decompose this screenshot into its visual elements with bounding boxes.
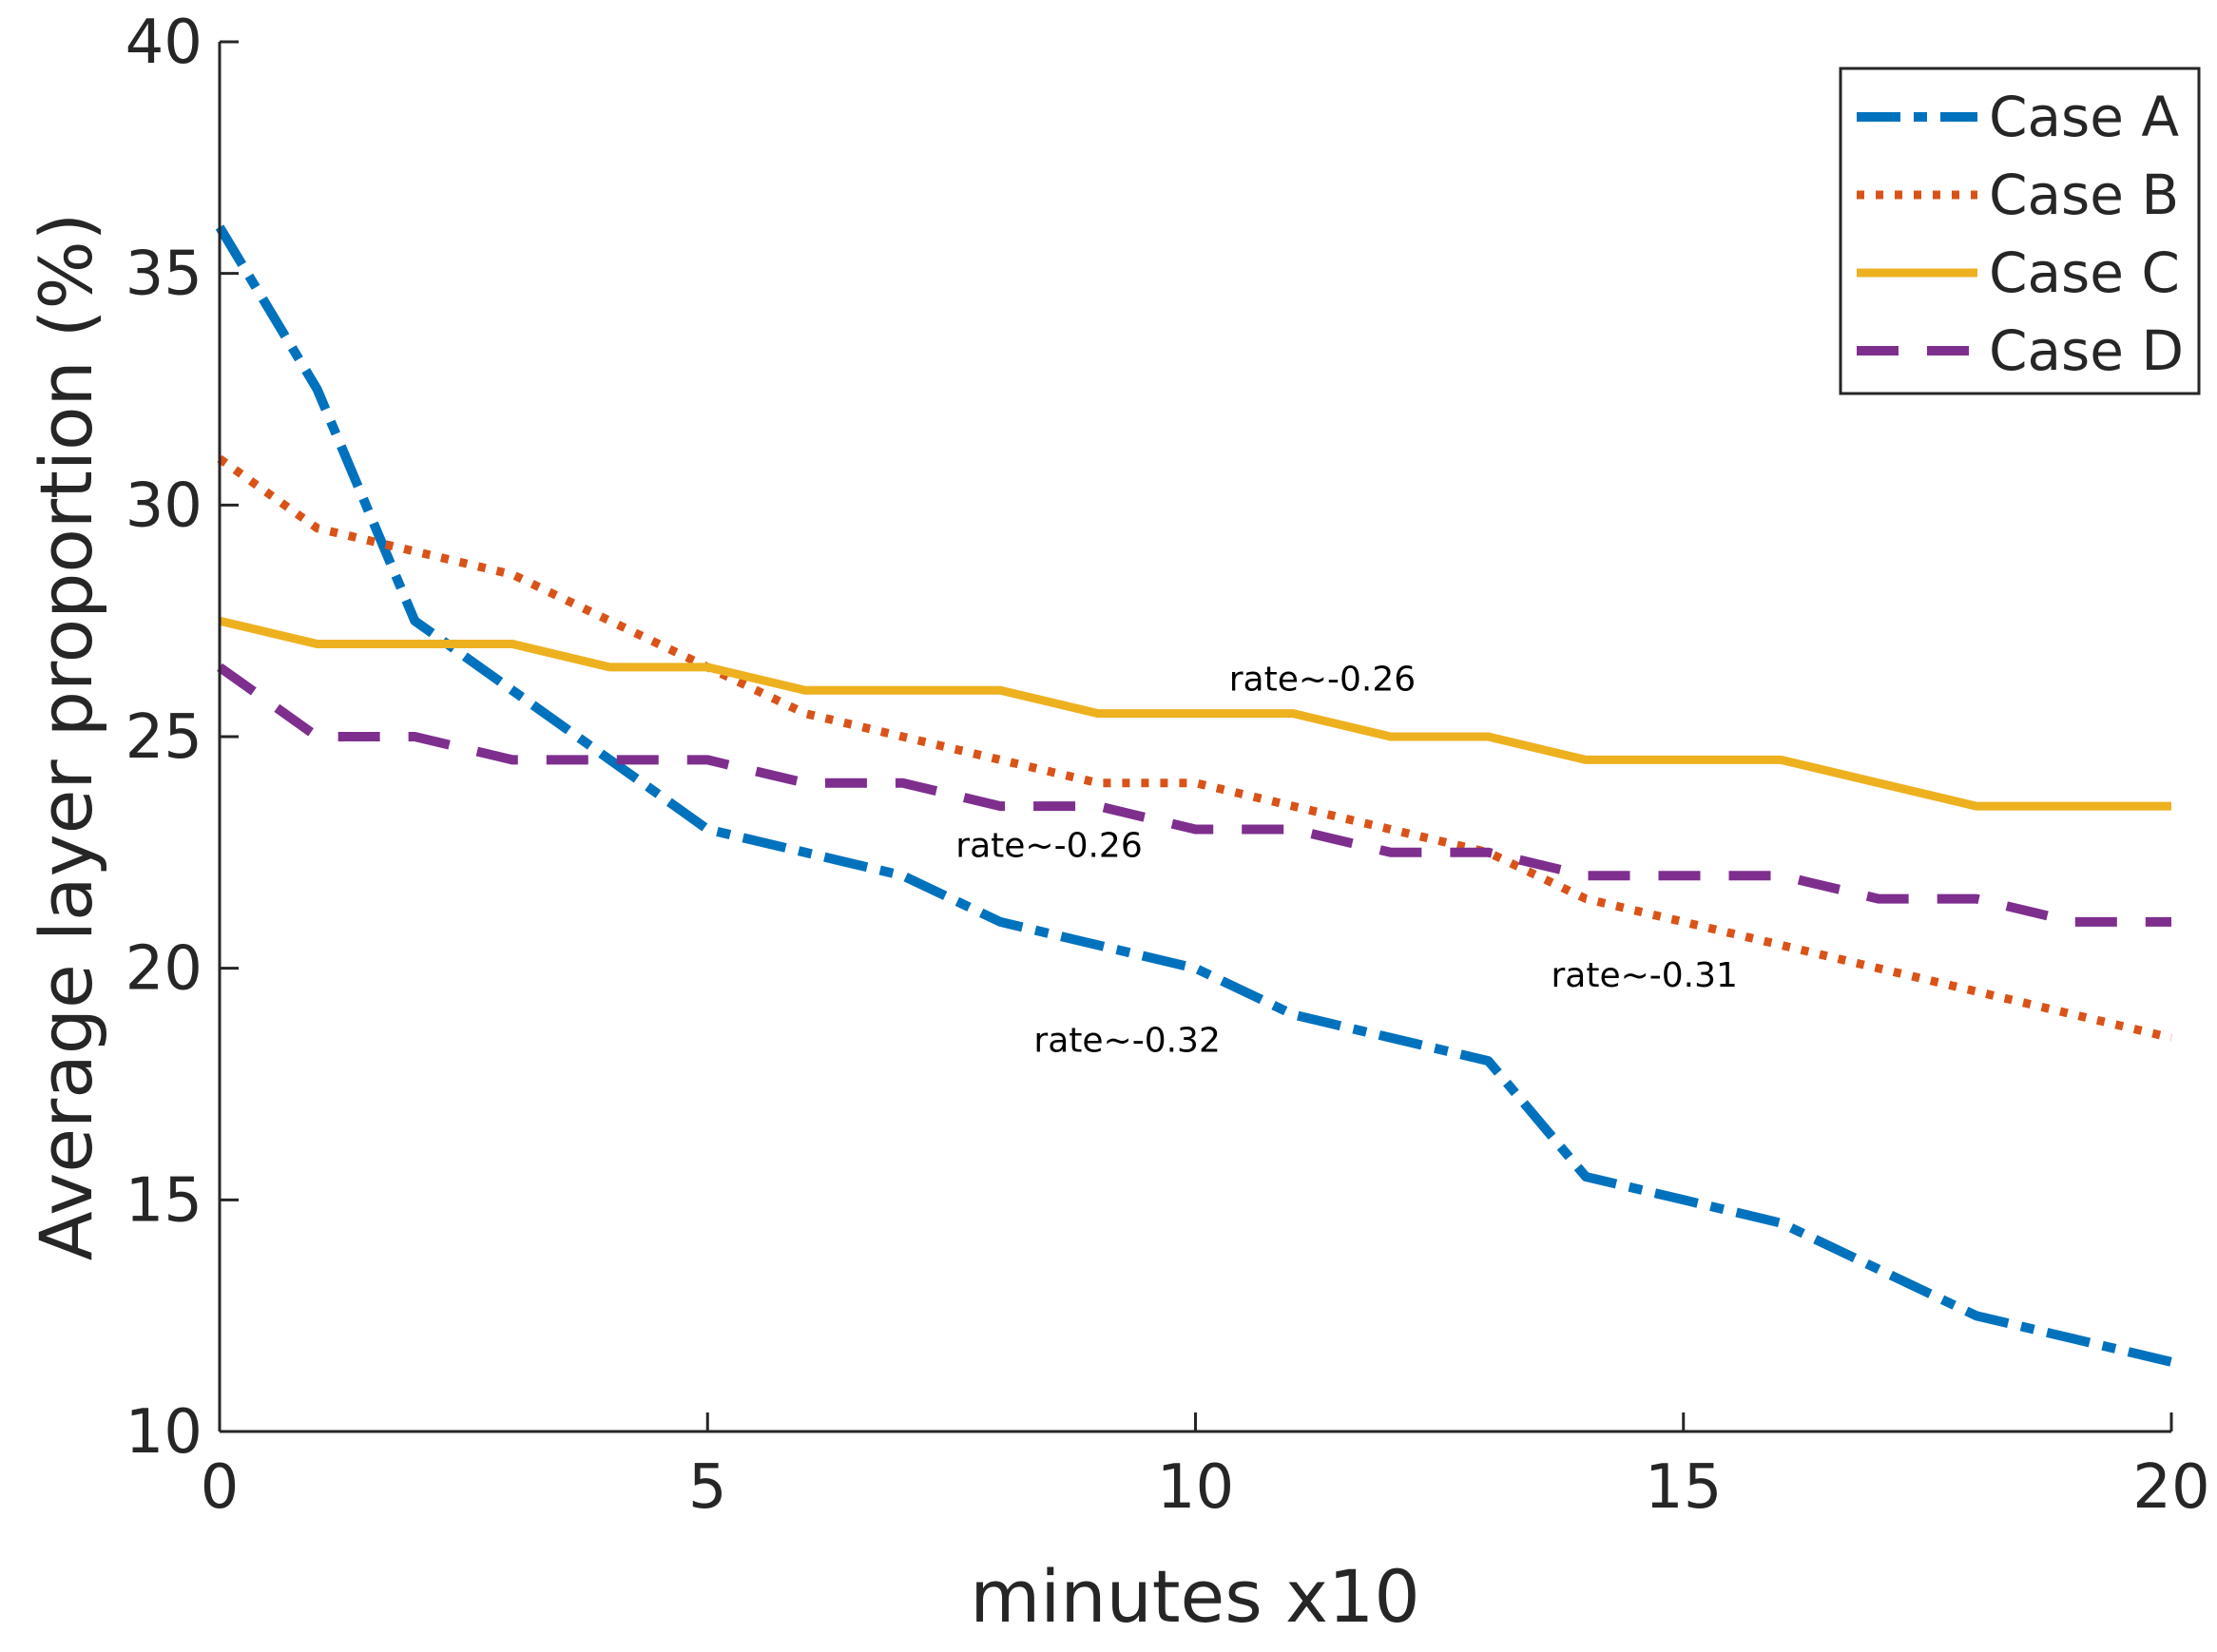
annotations: rate~-0.26 rate~-0.26 rate~-0.31 rate~-0.32 (955, 660, 1738, 1060)
legend-label: Case C (1989, 240, 2180, 305)
x-tick-label: 10 (1157, 1452, 1234, 1523)
y-tick-label: 35 (125, 240, 202, 310)
y-tick-label: 40 (125, 8, 202, 78)
plot-lines (215, 224, 2173, 1367)
series-line-case-d (217, 663, 2171, 927)
y-axis-title: Average layer proportion (%) (24, 213, 108, 1261)
y-tick-label: 20 (125, 934, 202, 1005)
x-ticks: 0 5 10 15 20 (201, 1412, 2210, 1523)
y-ticks: 10 15 20 25 30 35 40 (125, 8, 239, 1468)
rate-annotation: rate~-0.32 (1033, 1021, 1220, 1060)
legend-label: Case D (1989, 318, 2184, 383)
rate-annotation: rate~-0.26 (1229, 660, 1416, 699)
x-tick-label: 0 (201, 1452, 240, 1523)
x-axis-title: minutes x10 (970, 1554, 1419, 1639)
rate-annotation: rate~-0.31 (1551, 956, 1737, 995)
rate-annotation: rate~-0.26 (955, 827, 1142, 866)
legend-label: Case B (1989, 163, 2179, 227)
y-tick-label: 30 (125, 471, 202, 541)
y-tick-label: 10 (125, 1397, 202, 1468)
legend: Case A Case B Case C Case D (1839, 67, 2201, 395)
series-line-case-c (218, 616, 2171, 811)
legend-label: Case A (1989, 85, 2179, 149)
x-tick-label: 20 (2132, 1452, 2209, 1523)
y-tick-label: 25 (125, 702, 202, 773)
legend-box (1839, 67, 2201, 395)
series-line-case-a (215, 224, 2173, 1367)
y-tick-label: 15 (125, 1165, 202, 1236)
x-tick-label: 15 (1645, 1452, 1722, 1523)
x-tick-label: 5 (688, 1452, 727, 1523)
